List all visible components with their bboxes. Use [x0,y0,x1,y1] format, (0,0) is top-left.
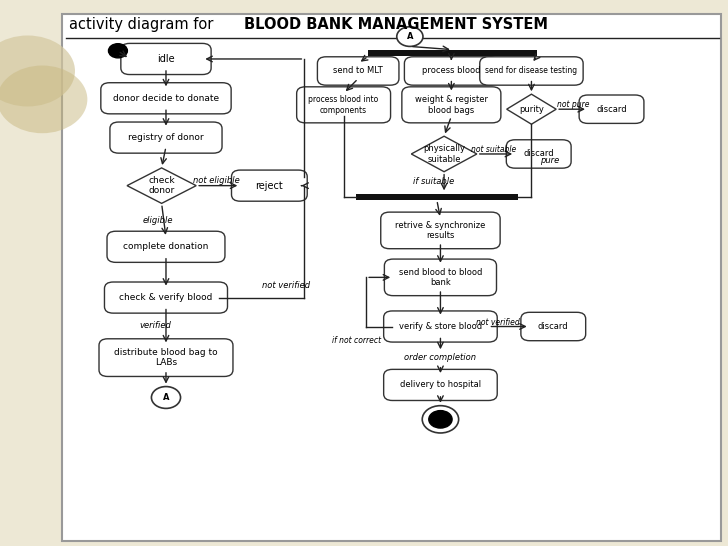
FancyBboxPatch shape [107,231,225,262]
Text: complete donation: complete donation [123,242,209,251]
Text: distribute blood bag to
LABs: distribute blood bag to LABs [114,348,218,367]
Text: weight & register
blood bags: weight & register blood bags [415,95,488,115]
FancyBboxPatch shape [356,193,518,199]
Polygon shape [507,94,556,124]
Text: check & verify blood: check & verify blood [119,293,213,302]
Text: send blood to blood
bank: send blood to blood bank [399,268,482,287]
Text: not verified: not verified [476,318,520,327]
Text: reject: reject [256,181,283,191]
Text: order completion: order completion [405,353,476,362]
Text: activity diagram for: activity diagram for [69,17,218,32]
Text: eligible: eligible [143,216,173,224]
FancyBboxPatch shape [110,122,222,153]
Text: donor decide to donate: donor decide to donate [113,94,219,103]
Text: check
donor: check donor [149,176,175,195]
Text: A: A [407,32,413,41]
Text: not pure: not pure [557,100,589,109]
Text: physically
suitable: physically suitable [423,144,465,164]
FancyBboxPatch shape [506,140,571,168]
FancyBboxPatch shape [405,57,498,85]
FancyBboxPatch shape [99,339,233,377]
FancyBboxPatch shape [368,50,537,56]
Text: purity: purity [519,105,544,114]
FancyBboxPatch shape [62,14,721,541]
Text: retrive & synchronize
results: retrive & synchronize results [395,221,486,240]
Text: verified: verified [139,321,171,330]
Circle shape [0,66,87,133]
FancyBboxPatch shape [121,43,211,74]
Polygon shape [411,136,477,171]
FancyBboxPatch shape [317,57,399,85]
Circle shape [397,27,423,46]
Text: process blood: process blood [422,67,480,75]
FancyBboxPatch shape [381,212,500,249]
Circle shape [108,44,127,58]
FancyBboxPatch shape [480,57,583,85]
FancyBboxPatch shape [296,87,390,123]
Text: A: A [163,393,169,402]
Text: process blood into
components: process blood into components [309,95,379,115]
Text: discard: discard [523,150,554,158]
Circle shape [0,35,75,106]
FancyBboxPatch shape [232,170,307,201]
Text: BLOOD BANK MANAGEMENT SYSTEM: BLOOD BANK MANAGEMENT SYSTEM [244,17,548,32]
Text: send for disease testing: send for disease testing [486,67,577,75]
Text: verify & store blood: verify & store blood [399,322,482,331]
FancyBboxPatch shape [384,311,497,342]
Text: idle: idle [157,54,175,64]
Text: registry of donor: registry of donor [128,133,204,142]
Text: pure: pure [540,157,559,165]
Text: if not correct: if not correct [332,336,381,345]
FancyBboxPatch shape [384,370,497,401]
Polygon shape [127,168,196,203]
Circle shape [151,387,181,408]
FancyBboxPatch shape [100,82,231,114]
Text: not verified: not verified [262,281,310,290]
Circle shape [422,406,459,433]
Text: send to MLT: send to MLT [333,67,383,75]
Circle shape [429,411,452,428]
FancyBboxPatch shape [402,87,501,123]
FancyBboxPatch shape [384,259,496,296]
Text: not eligible: not eligible [193,176,240,185]
Text: discard: discard [538,322,569,331]
Text: not suitable: not suitable [471,145,516,153]
FancyBboxPatch shape [105,282,227,313]
Text: delivery to hospital: delivery to hospital [400,381,481,389]
FancyBboxPatch shape [579,95,644,123]
Text: discard: discard [596,105,627,114]
Text: if suitable: if suitable [413,177,454,186]
FancyBboxPatch shape [521,312,585,341]
